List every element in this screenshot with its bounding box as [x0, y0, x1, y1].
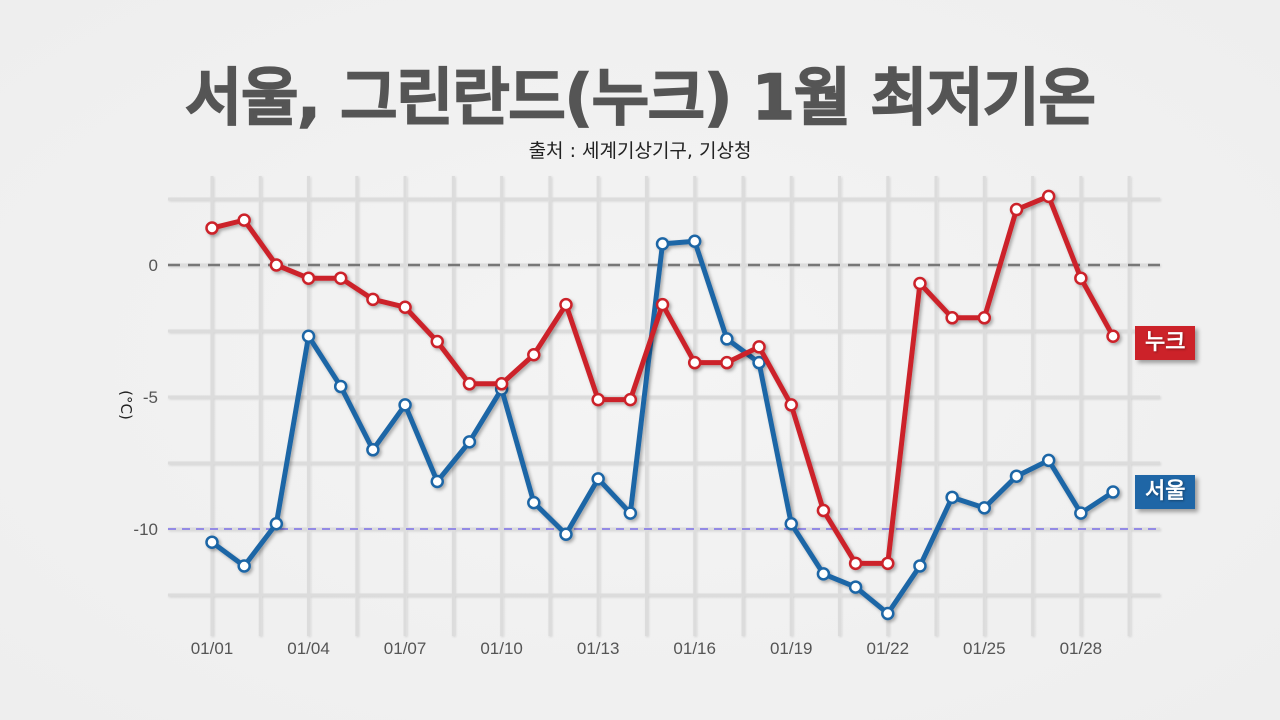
legend-label-seoul: 서울 [1135, 475, 1196, 509]
x-tick-label: 01/10 [480, 639, 523, 658]
data-point [559, 527, 573, 542]
x-tick-label: 01/22 [867, 639, 910, 658]
data-point [945, 490, 959, 505]
x-tick-label: 01/01 [191, 639, 234, 658]
data-point [366, 443, 380, 457]
data-point [398, 300, 412, 314]
data-point [752, 355, 766, 370]
data-point [655, 237, 670, 251]
data-point [687, 355, 702, 370]
data-point [784, 398, 798, 412]
data-point [1074, 506, 1088, 520]
data-point [591, 392, 605, 407]
data-point [269, 516, 284, 531]
legend-label-nuuk: 누크 [1135, 326, 1196, 360]
data-point [527, 348, 541, 362]
data-point [623, 506, 638, 520]
data-point [848, 556, 863, 571]
data-point [913, 276, 927, 291]
y-axis-label: (°C) [117, 390, 135, 420]
data-point [462, 377, 477, 391]
x-tick-label: 01/13 [577, 639, 620, 658]
data-point [1041, 189, 1056, 204]
series-seoul [205, 234, 1120, 621]
data-point [205, 535, 219, 549]
reference-lines [168, 263, 1160, 530]
data-point [237, 559, 251, 573]
data-point [205, 221, 219, 235]
data-point [494, 377, 509, 391]
data-point [591, 472, 605, 486]
data-point [1106, 329, 1120, 344]
y-tick-label: -5 [143, 388, 158, 407]
data-point [1041, 453, 1056, 468]
x-tick-label: 01/25 [963, 639, 1006, 658]
data-point [687, 234, 702, 248]
data-point [655, 297, 670, 312]
data-point [527, 495, 541, 510]
data-point [1074, 271, 1088, 285]
data-series [205, 189, 1120, 621]
data-point [301, 329, 316, 344]
data-point [977, 501, 992, 515]
series-nuuk [205, 189, 1120, 571]
x-tick-label: 01/28 [1060, 639, 1103, 658]
chart-source: 출처 : 세계기상기구, 기상청 [528, 140, 752, 162]
data-point [977, 311, 992, 325]
data-point [333, 379, 348, 394]
data-point [752, 340, 766, 354]
x-tick-label: 01/04 [287, 639, 330, 658]
x-tick-label: 01/16 [673, 639, 716, 658]
data-point [559, 297, 573, 312]
data-point [913, 559, 927, 573]
x-axis-ticks: 01/01 01/04 01/07 01/10 01/13 01/16 01/19 01/22… [191, 639, 1102, 658]
y-tick-label: -10 [133, 520, 158, 539]
data-point [881, 606, 895, 621]
data-point [1009, 469, 1024, 483]
data-point [945, 311, 959, 325]
y-axis-ticks: 0 -5 -10 [133, 256, 158, 539]
data-point [430, 474, 445, 489]
data-point [269, 258, 284, 272]
data-point [1106, 485, 1120, 499]
data-point [881, 556, 895, 571]
data-point [398, 398, 412, 412]
data-point [816, 567, 831, 581]
data-point [623, 392, 638, 407]
data-point [720, 332, 734, 346]
y-tick-label: 0 [149, 256, 158, 275]
x-tick-label: 01/19 [770, 639, 813, 658]
data-point [462, 435, 477, 449]
x-tick-label: 01/07 [384, 639, 427, 658]
chart-title: 서울, 그린란드(누크) 1월 최저기온 [184, 60, 1096, 135]
data-point [1009, 202, 1024, 217]
data-point [237, 213, 251, 227]
data-point [784, 516, 798, 531]
data-point [366, 292, 380, 307]
data-point [848, 580, 863, 594]
data-point [333, 271, 348, 285]
data-point [430, 334, 445, 349]
data-point [720, 355, 734, 370]
data-point [301, 271, 316, 285]
data-point [816, 503, 831, 518]
